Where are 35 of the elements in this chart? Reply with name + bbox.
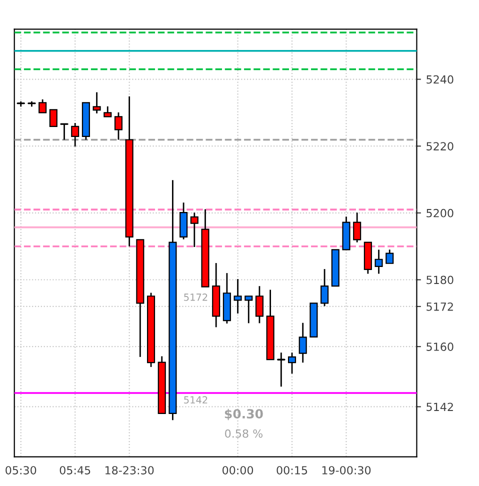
candlestick xyxy=(288,352,296,374)
x-tick-label: 00:00 xyxy=(222,466,254,474)
candlestick xyxy=(277,352,286,388)
candlestick xyxy=(71,122,80,148)
candlestick xyxy=(374,248,383,274)
y-tick-label: 5220 xyxy=(426,142,454,150)
annotation: $0.30 xyxy=(224,408,263,420)
candlestick xyxy=(255,285,264,324)
annotation: 5172 xyxy=(184,294,208,301)
x-tick-label: 05:30 xyxy=(6,466,36,474)
candlestick xyxy=(298,322,307,364)
annotation: 0.58 % xyxy=(225,429,263,438)
x-tick-label: 18-23:30 xyxy=(105,466,154,474)
candlestick xyxy=(114,112,123,140)
candlestick xyxy=(386,248,394,264)
y-tick-label: 5172 xyxy=(426,302,453,311)
y-tick-label: 5200 xyxy=(426,208,454,218)
candlestick xyxy=(49,109,58,127)
candlestick xyxy=(92,92,101,114)
candlestick xyxy=(60,123,68,140)
candlestick xyxy=(38,98,47,114)
candlestick xyxy=(190,212,198,248)
candlestick xyxy=(353,212,362,244)
x-tick-label: 19-00:30 xyxy=(322,466,371,474)
x-tick-label: 05:45 xyxy=(60,466,90,474)
annotation: 5142 xyxy=(184,396,208,404)
x-tick-label: 00:15 xyxy=(276,466,308,474)
y-tick-label: 5240 xyxy=(426,75,454,84)
candlestick xyxy=(104,106,112,118)
y-tick-label: 5142 xyxy=(426,402,453,412)
y-tick-label: 5180 xyxy=(426,276,454,284)
candlestick xyxy=(234,278,242,314)
candlestick xyxy=(244,295,253,324)
y-tick-label: 5160 xyxy=(426,342,454,351)
candlestick xyxy=(320,268,329,307)
